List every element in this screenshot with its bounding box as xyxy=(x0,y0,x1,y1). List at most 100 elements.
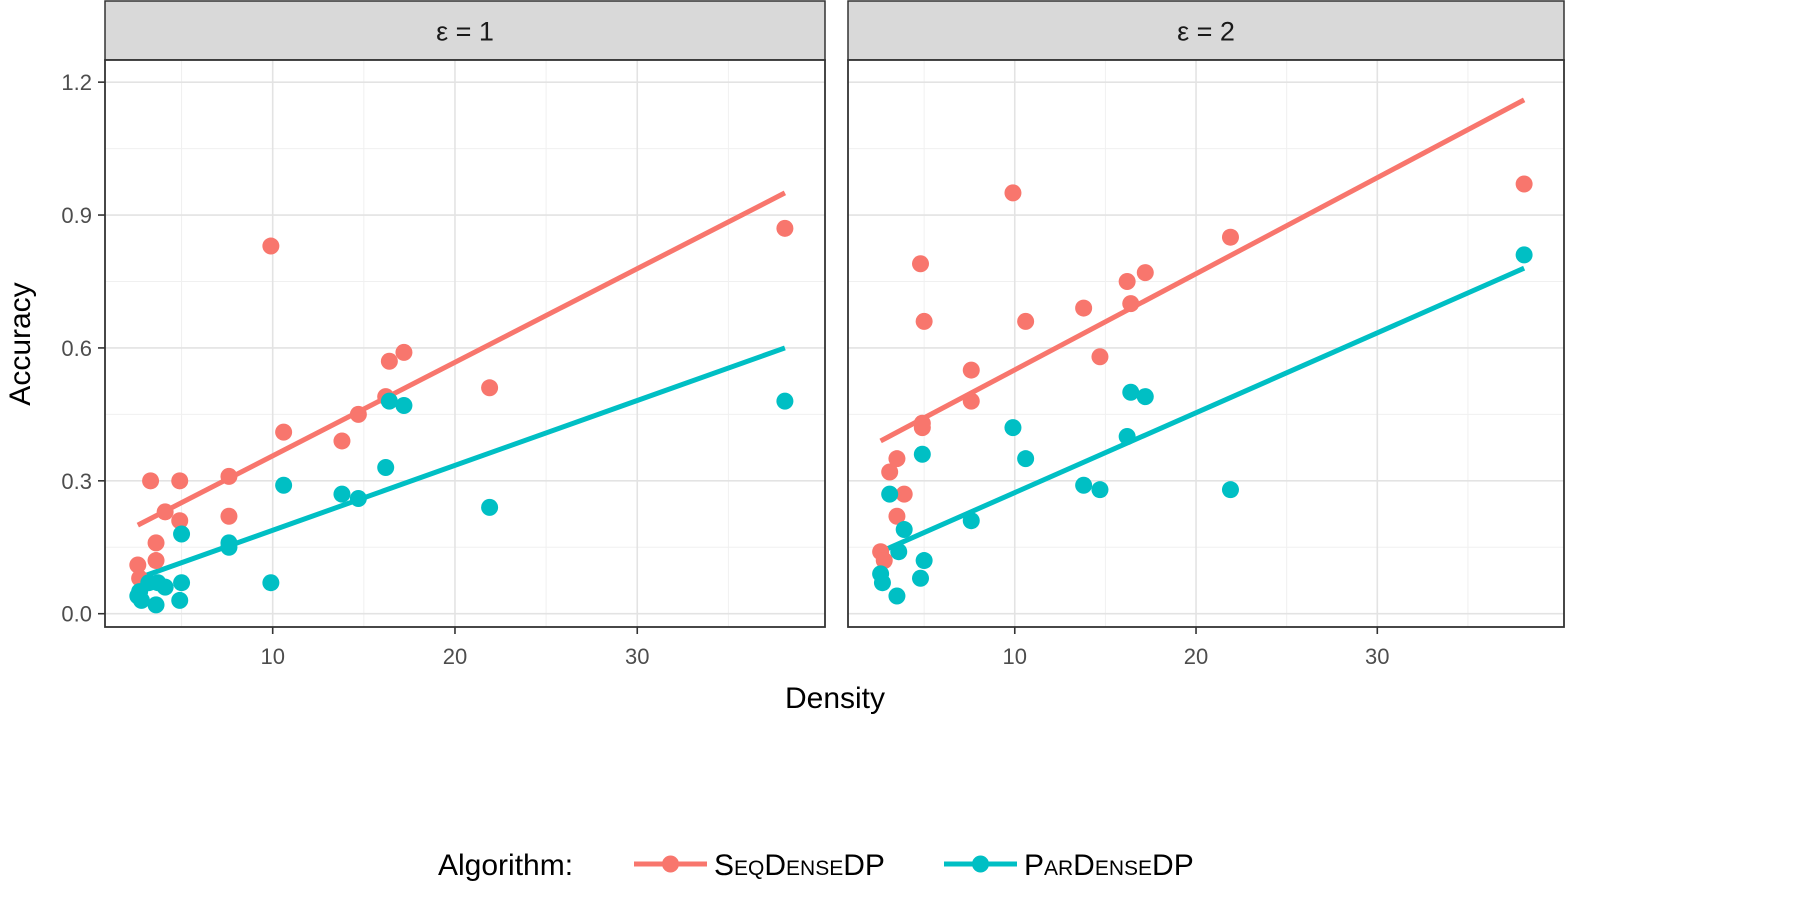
x-tick-label: 20 xyxy=(443,644,467,669)
point-pardensedp xyxy=(156,578,174,596)
point-seqdensedp xyxy=(142,472,160,490)
point-pardensedp xyxy=(1091,481,1109,499)
point-pardensedp xyxy=(173,574,191,592)
point-pardensedp xyxy=(395,397,413,415)
point-pardensedp xyxy=(1515,246,1533,264)
panel-border-2 xyxy=(847,59,1565,628)
point-pardensedp xyxy=(1221,481,1239,499)
point-seqdensedp xyxy=(1122,295,1140,313)
point-seqdensedp xyxy=(912,255,930,273)
fit-line-seqdensedp xyxy=(136,190,787,528)
point-pardensedp xyxy=(377,459,395,477)
point-seqdensedp xyxy=(913,419,931,437)
point-seqdensedp xyxy=(881,463,899,481)
facet-strip-label-2: ε = 2 xyxy=(1177,17,1235,47)
x-tick-label: 10 xyxy=(260,644,284,669)
point-seqdensedp xyxy=(1118,272,1136,290)
point-pardensedp xyxy=(881,485,899,503)
x-axis-title: Density xyxy=(785,682,885,715)
point-seqdensedp xyxy=(481,379,499,397)
point-pardensedp xyxy=(1004,419,1022,437)
fit-line-seqdensedp xyxy=(879,97,1526,444)
point-seqdensedp xyxy=(1136,264,1154,282)
facet-strip-1 xyxy=(104,0,826,61)
point-seqdensedp xyxy=(1221,228,1239,246)
x-tick-label: 30 xyxy=(1365,644,1389,669)
panel-background-1 xyxy=(105,60,825,627)
point-pardensedp xyxy=(1118,428,1136,446)
legend-title: Algorithm: xyxy=(438,849,573,882)
legend-label-seqdensedp: SeqDenseDP xyxy=(714,849,885,882)
y-tick-label: 0.6 xyxy=(61,336,92,361)
point-pardensedp xyxy=(333,485,351,503)
point-seqdensedp xyxy=(275,423,293,441)
point-pardensedp xyxy=(220,538,238,556)
x-tick-label: 30 xyxy=(625,644,649,669)
point-seqdensedp xyxy=(1017,312,1035,330)
point-seqdensedp xyxy=(220,467,238,485)
point-seqdensedp xyxy=(1004,184,1022,202)
y-axis-title: Accuracy xyxy=(4,282,37,405)
point-seqdensedp xyxy=(349,405,367,423)
legend-label-pardensedp: ParDenseDP xyxy=(1024,849,1194,882)
point-pardensedp xyxy=(173,525,191,543)
point-pardensedp xyxy=(888,587,906,605)
point-pardensedp xyxy=(380,392,398,410)
point-seqdensedp xyxy=(888,450,906,468)
y-tick-label: 0.3 xyxy=(61,469,92,494)
point-pardensedp xyxy=(915,552,933,570)
point-pardensedp xyxy=(895,521,913,539)
point-seqdensedp xyxy=(1515,175,1533,193)
legend-key-point-pardensedp xyxy=(972,855,989,873)
legend-key-point-seqdensedp xyxy=(662,855,679,873)
point-seqdensedp xyxy=(776,219,794,237)
point-pardensedp xyxy=(1075,476,1093,494)
facet-strip-label-1: ε = 1 xyxy=(436,17,494,47)
point-seqdensedp xyxy=(171,512,189,530)
point-pardensedp xyxy=(171,591,189,609)
point-seqdensedp xyxy=(147,552,165,570)
point-seqdensedp xyxy=(1075,299,1093,317)
x-tick-label: 20 xyxy=(1184,644,1208,669)
point-seqdensedp xyxy=(962,392,980,410)
y-tick-label: 1.2 xyxy=(61,70,92,95)
point-pardensedp xyxy=(132,591,150,609)
fit-line-pardensedp xyxy=(136,345,786,581)
point-pardensedp xyxy=(262,574,280,592)
point-pardensedp xyxy=(1122,383,1140,401)
point-pardensedp xyxy=(890,543,908,561)
point-pardensedp xyxy=(873,574,891,592)
point-seqdensedp xyxy=(262,237,280,255)
point-seqdensedp xyxy=(220,507,238,525)
point-seqdensedp xyxy=(895,485,913,503)
point-seqdensedp xyxy=(915,312,933,330)
point-seqdensedp xyxy=(962,361,980,379)
point-seqdensedp xyxy=(129,556,147,574)
point-seqdensedp xyxy=(875,552,893,570)
point-pardensedp xyxy=(147,596,165,614)
point-pardensedp xyxy=(481,498,499,516)
point-pardensedp xyxy=(913,445,931,463)
point-pardensedp xyxy=(912,569,930,587)
x-tick-label: 10 xyxy=(1003,644,1027,669)
point-seqdensedp xyxy=(171,472,189,490)
point-pardensedp xyxy=(962,512,980,530)
point-pardensedp xyxy=(776,392,794,410)
point-pardensedp xyxy=(349,490,367,508)
panel-background-2 xyxy=(848,60,1564,627)
point-pardensedp xyxy=(1017,450,1035,468)
y-tick-label: 0.9 xyxy=(61,203,92,228)
point-seqdensedp xyxy=(888,507,906,525)
point-seqdensedp xyxy=(156,503,174,521)
point-seqdensedp xyxy=(333,432,351,450)
fit-line-pardensedp xyxy=(879,265,1526,554)
point-seqdensedp xyxy=(395,343,413,361)
point-pardensedp xyxy=(1136,388,1154,406)
point-seqdensedp xyxy=(380,352,398,370)
point-seqdensedp xyxy=(1091,348,1109,366)
panel-border-1 xyxy=(104,59,826,628)
point-seqdensedp xyxy=(147,534,165,552)
y-tick-label: 0.0 xyxy=(61,602,92,627)
